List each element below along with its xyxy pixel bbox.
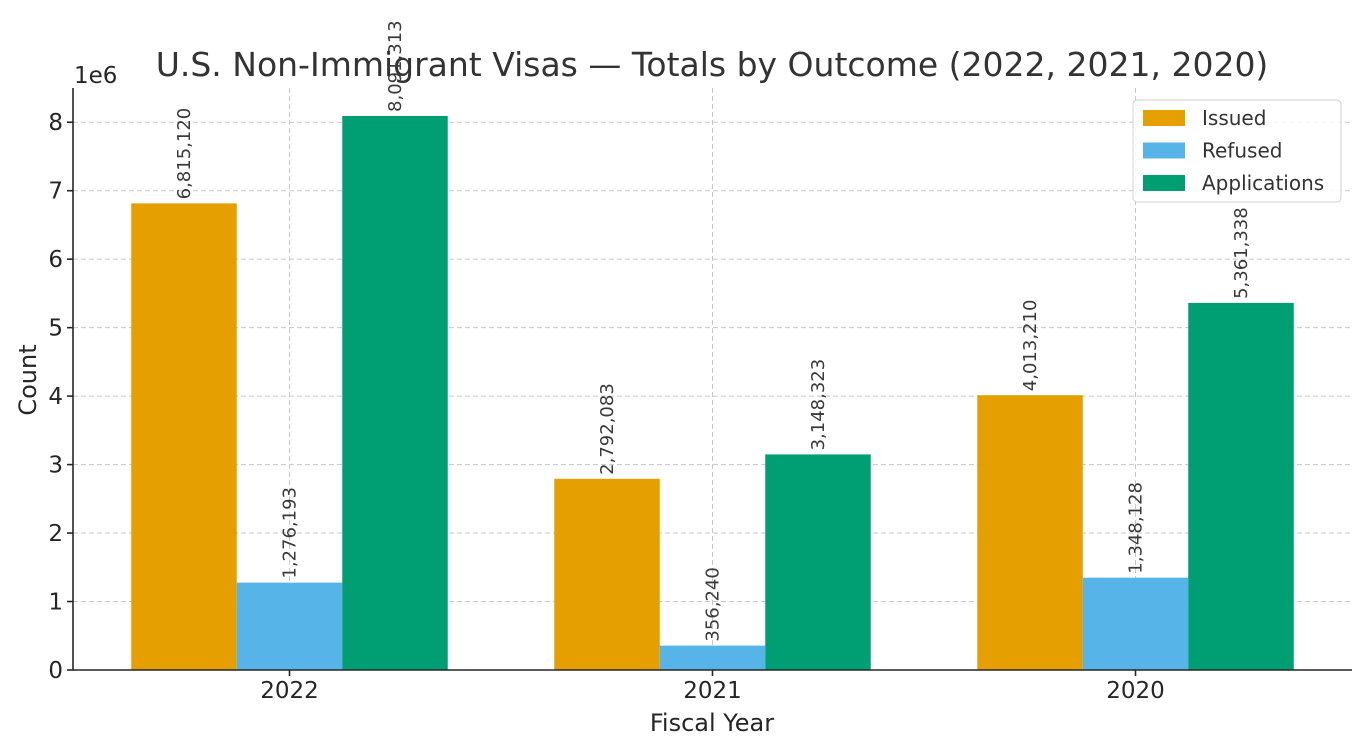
y-tick-label: 2 [48, 521, 63, 547]
chart-title: U.S. Non-Immigrant Visas — Totals by Out… [156, 45, 1269, 84]
ticks-layer: 0 1 2 3 4 5 6 7 8 2022 2021 2020 [48, 110, 1164, 704]
x-tick-label: 2020 [1106, 678, 1165, 704]
x-tick-label: 2022 [260, 678, 319, 704]
legend-swatch-issued [1143, 110, 1185, 126]
legend-swatch-applications [1143, 175, 1185, 191]
data-label-applications-2020: 5,361,338 [1231, 207, 1252, 299]
bar-applications-2020 [1188, 302, 1294, 670]
bar-issued-2022 [131, 203, 237, 670]
legend: Issued Refused Applications [1132, 99, 1342, 203]
legend-label-applications: Applications [1202, 171, 1324, 195]
data-label-refused-2022: 1,276,193 [280, 487, 301, 579]
bar-issued-2020 [977, 395, 1083, 670]
data-label-issued-2021: 2,792,083 [597, 383, 618, 475]
y-tick-label: 1 [48, 590, 63, 616]
y-tick-label: 6 [48, 247, 63, 273]
x-axis-label: Fiscal Year [650, 709, 774, 737]
bar-refused-2021 [659, 645, 766, 670]
y-axis-label: Count [14, 344, 42, 415]
data-label-issued-2020: 4,013,210 [1020, 300, 1041, 392]
bar-refused-2020 [1082, 577, 1189, 670]
y-tick-label: 0 [48, 658, 63, 684]
data-label-applications-2021: 3,148,323 [808, 359, 829, 451]
x-tick-label: 2021 [683, 678, 742, 704]
y-tick-label: 5 [48, 316, 63, 342]
data-label-refused-2021: 356,240 [703, 567, 724, 641]
data-labels-layer: 6,815,120 2,792,083 4,013,210 1,276,193 356,… [174, 20, 1252, 641]
legend-label-refused: Refused [1202, 139, 1282, 163]
y-tick-label: 8 [48, 110, 63, 136]
data-label-issued-2022: 6,815,120 [174, 108, 195, 200]
bar-applications-2022 [342, 115, 448, 671]
y-axis-exponent-label: 1e6 [74, 63, 117, 89]
legend-swatch-refused [1143, 142, 1185, 159]
y-tick-label: 7 [48, 179, 63, 205]
bars-layer [131, 115, 1294, 671]
y-tick-label: 4 [48, 384, 63, 410]
legend-label-issued: Issued [1202, 106, 1266, 130]
data-label-refused-2020: 1,348,128 [1126, 482, 1147, 574]
bar-applications-2021 [765, 454, 871, 670]
data-label-applications-2022: 8,091,313 [385, 20, 406, 112]
bar-issued-2021 [554, 478, 660, 670]
bar-refused-2022 [236, 582, 343, 670]
y-tick-label: 3 [48, 453, 63, 479]
